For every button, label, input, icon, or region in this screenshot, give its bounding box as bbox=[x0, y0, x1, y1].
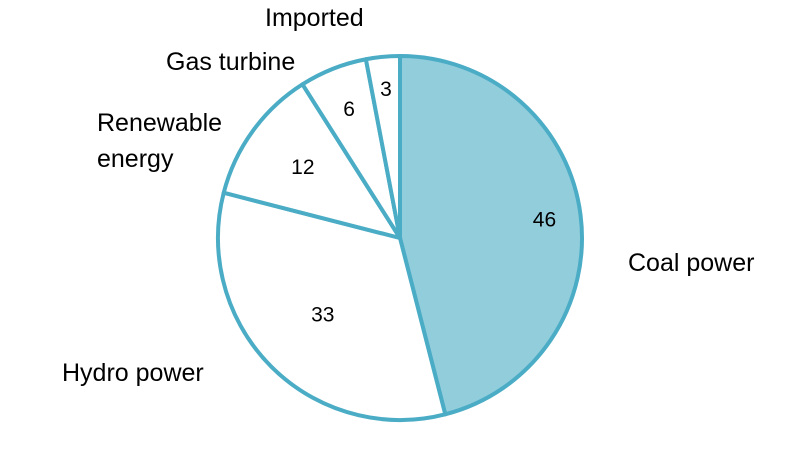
category-labels: Coal power Hydro power Renewable energy Gas … bbox=[62, 4, 754, 387]
category-label: Hydro power bbox=[62, 359, 204, 387]
value-label: 46 bbox=[533, 208, 556, 231]
category-label: Gas turbine bbox=[166, 48, 295, 76]
pie-slices bbox=[216, 54, 584, 422]
value-labels: 46 33 12 6 3 bbox=[291, 78, 556, 327]
value-label: 3 bbox=[380, 78, 392, 101]
category-label: Imported bbox=[265, 4, 364, 32]
category-label: Renewable energy bbox=[97, 109, 222, 173]
pie-slice-imported bbox=[363, 54, 402, 240]
value-label: 6 bbox=[343, 98, 355, 121]
pie-slice-hydro-power bbox=[216, 190, 448, 422]
value-label: 33 bbox=[311, 304, 334, 327]
pie-slice-coal-power bbox=[398, 54, 584, 417]
category-label: Coal power bbox=[628, 249, 754, 277]
value-label: 12 bbox=[291, 156, 314, 179]
pie-slice-renewable-energy bbox=[221, 82, 402, 240]
